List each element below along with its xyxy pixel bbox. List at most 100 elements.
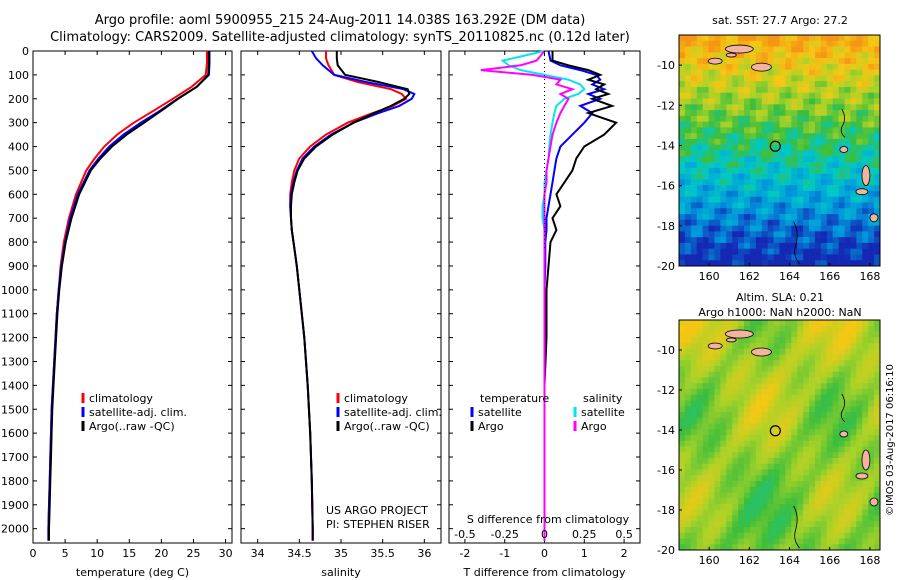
- heatmap-cell: [738, 532, 745, 539]
- heatmap-cell: [679, 167, 686, 174]
- heatmap-cell: [684, 498, 692, 505]
- heatmap-cell: [826, 121, 833, 128]
- heatmap-cell: [874, 400, 881, 407]
- heatmap-cell: [773, 348, 780, 355]
- heatmap-cell: [696, 40, 703, 47]
- heatmap-cell: [738, 435, 745, 442]
- heatmap-cell: [684, 40, 692, 47]
- heatmap-cell: [838, 400, 845, 407]
- heatmap-cell: [679, 469, 686, 476]
- heatmap-cell: [761, 538, 768, 545]
- heatmap-cell: [838, 389, 845, 396]
- heatmap-cell: [874, 63, 881, 70]
- heatmap-cell: [732, 208, 739, 215]
- heatmap-cell: [696, 412, 703, 419]
- heatmap-cell: [702, 162, 709, 169]
- heatmap-cell: [749, 260, 757, 267]
- heatmap-cell: [826, 331, 833, 338]
- heatmap-cell: [820, 167, 828, 174]
- heatmap-cell: [797, 337, 804, 344]
- heatmap-cell: [874, 423, 881, 430]
- heatmap-cell: [844, 320, 851, 327]
- heatmap-cell: [797, 156, 804, 163]
- heatmap-cell: [814, 214, 822, 221]
- heatmap-cell: [785, 383, 792, 390]
- heatmap-cell: [785, 400, 792, 407]
- heatmap-cell: [838, 231, 845, 238]
- heatmap-cell: [761, 400, 768, 407]
- heatmap-cell: [696, 389, 703, 396]
- heatmap-cell: [779, 248, 786, 255]
- heatmap-cell: [791, 452, 798, 459]
- heatmap-cell: [874, 320, 881, 327]
- heatmap-cell: [738, 144, 745, 151]
- heatmap-cell: [844, 110, 851, 117]
- x-axis-label: temperature (deg C): [76, 566, 189, 579]
- heatmap-cell: [868, 219, 875, 226]
- heatmap-cell: [720, 248, 727, 255]
- heatmap-cell: [809, 248, 816, 255]
- heatmap-cell: [749, 144, 757, 151]
- heatmap-cell: [720, 167, 727, 174]
- heatmap-cell: [856, 343, 863, 350]
- heatmap-cell: [773, 104, 780, 111]
- heatmap-cell: [773, 400, 780, 407]
- heatmap-cell: [744, 469, 751, 476]
- island-shape: [861, 449, 871, 471]
- heatmap-cell: [797, 544, 804, 551]
- heatmap-cell: [856, 446, 863, 453]
- heatmap-cell: [714, 156, 721, 163]
- heatmap-cell: [714, 202, 721, 209]
- heatmap-cell: [679, 354, 686, 361]
- heatmap-cell: [826, 458, 833, 465]
- heatmap-cell: [820, 35, 828, 42]
- project-annotation: US ARGO PROJECT: [326, 504, 428, 517]
- heatmap-cell: [744, 156, 751, 163]
- heatmap-cell: [749, 366, 757, 373]
- heatmap-cell: [726, 366, 733, 373]
- heatmap-cell: [814, 138, 822, 146]
- heatmap-cell: [779, 254, 786, 261]
- heatmap-cell: [803, 435, 810, 442]
- heatmap-cell: [767, 92, 774, 99]
- heatmap-cell: [850, 406, 857, 413]
- heatmap-cell: [850, 538, 857, 545]
- heatmap-cell: [726, 400, 733, 407]
- heatmap-cell: [856, 325, 863, 332]
- heatmap-cell: [856, 92, 863, 99]
- heatmap-cell: [832, 81, 839, 88]
- heatmap-cell: [767, 458, 774, 465]
- heatmap-cell: [779, 110, 786, 117]
- heatmap-cell: [690, 185, 698, 192]
- map-x-tick-label: 162: [739, 554, 760, 567]
- heatmap-cell: [744, 81, 751, 88]
- heatmap-cell: [868, 389, 875, 396]
- heatmap-cell: [814, 377, 822, 384]
- heatmap-cell: [720, 417, 727, 424]
- legend-title-temperature: temperature: [480, 392, 549, 405]
- heatmap-cell: [696, 167, 703, 174]
- heatmap-cell: [714, 515, 721, 522]
- heatmap-cell: [785, 492, 792, 499]
- heatmap-cell: [702, 179, 709, 186]
- heatmap-cell: [738, 343, 745, 350]
- heatmap-cell: [744, 58, 751, 65]
- heatmap-cell: [696, 400, 703, 407]
- heatmap-cell: [832, 377, 839, 384]
- heatmap-cell: [838, 115, 845, 122]
- heatmap-cell: [814, 337, 822, 344]
- heatmap-cell: [690, 406, 698, 413]
- heatmap-cell: [755, 196, 763, 203]
- heatmap-cell: [761, 486, 768, 493]
- heatmap-cell: [826, 527, 833, 534]
- heatmap-cell: [785, 320, 792, 327]
- heatmap-cell: [684, 446, 692, 453]
- heatmap-cell: [826, 348, 833, 355]
- heatmap-cell: [791, 406, 798, 413]
- heatmap-cell: [850, 515, 857, 522]
- heatmap-cell: [785, 190, 792, 198]
- heatmap-cell: [838, 63, 845, 70]
- heatmap-cell: [744, 452, 751, 459]
- heatmap-cell: [809, 260, 816, 267]
- heatmap-cell: [874, 92, 881, 99]
